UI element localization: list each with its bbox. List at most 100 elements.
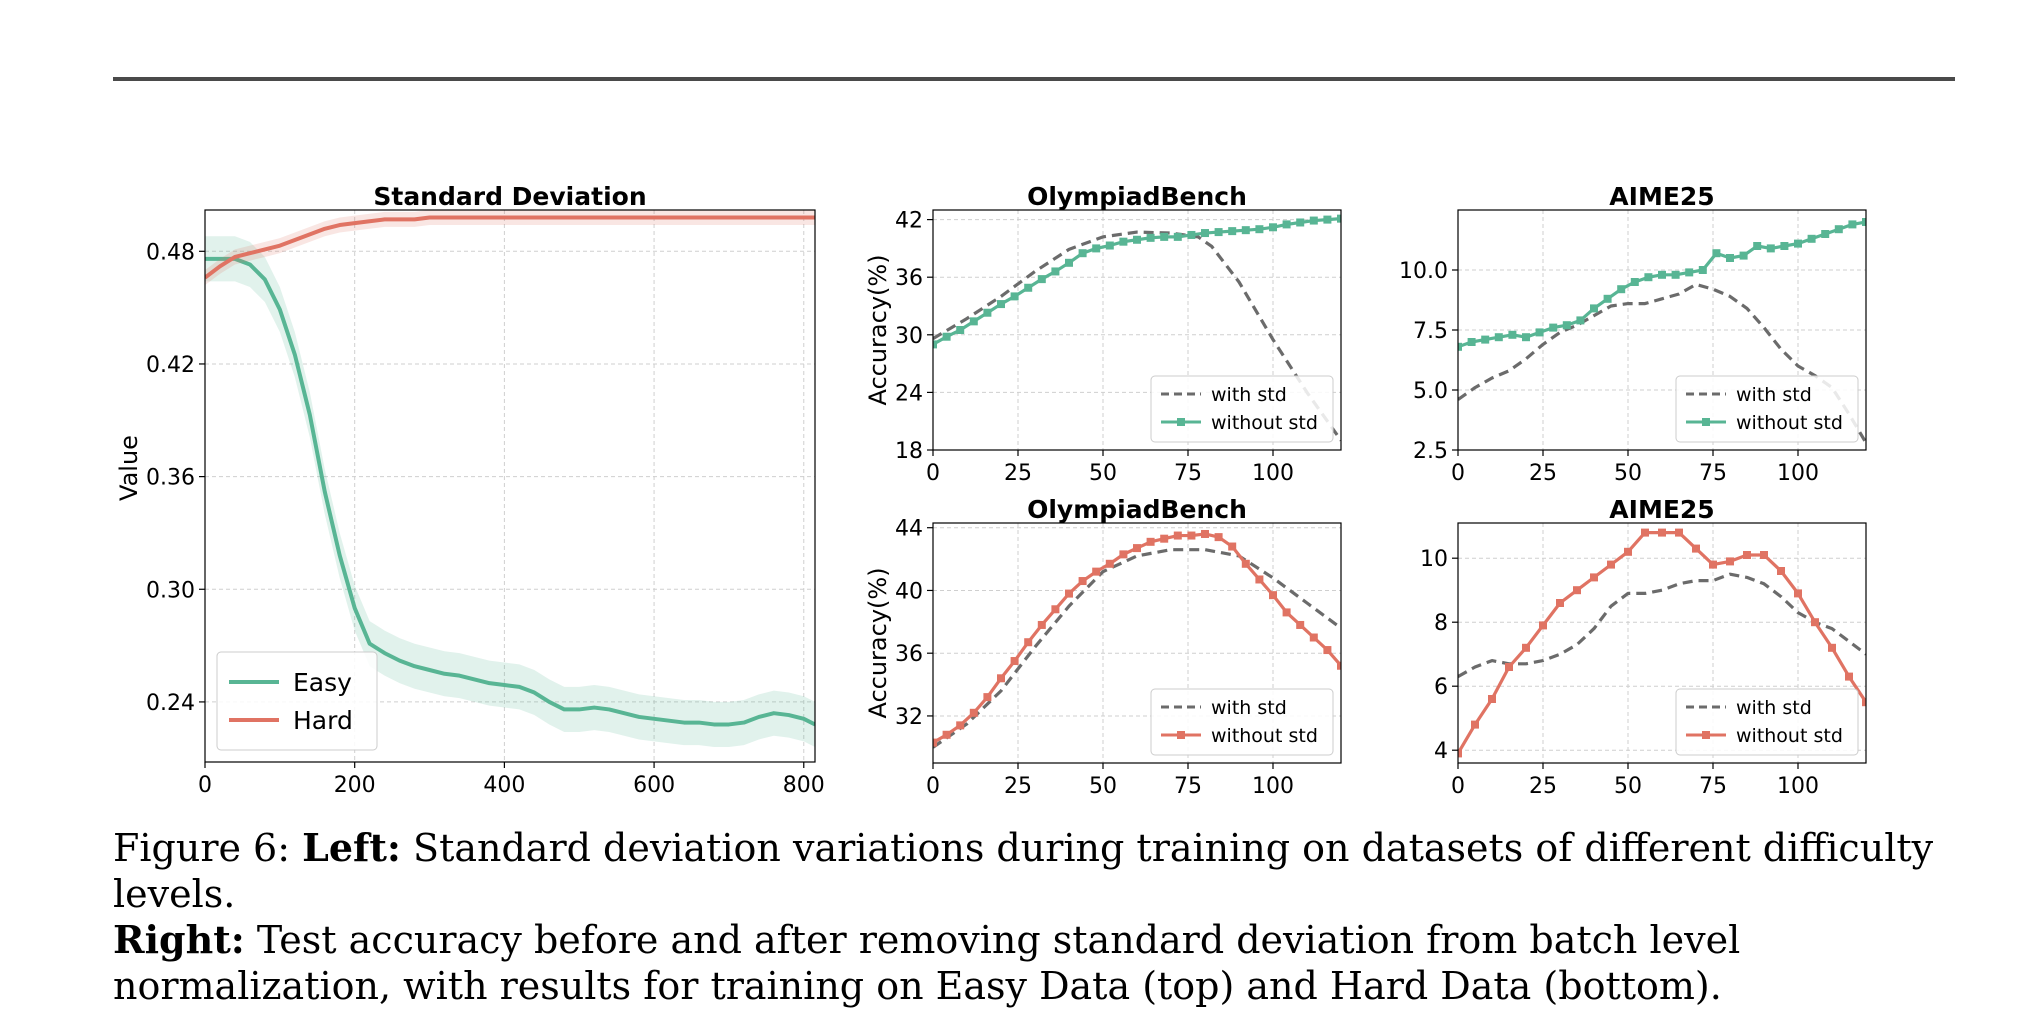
data-point xyxy=(1766,244,1775,253)
data-point xyxy=(1323,646,1332,655)
plot-area xyxy=(933,214,1341,442)
data-point xyxy=(1133,235,1141,244)
data-point xyxy=(1726,254,1734,262)
y-tick-label: 36 xyxy=(895,266,923,291)
data-point xyxy=(1337,661,1341,670)
x-tick-label: 100 xyxy=(1252,774,1294,799)
data-point xyxy=(1214,533,1223,542)
data-point xyxy=(1010,657,1019,666)
axes-frame xyxy=(932,209,1342,451)
data-point xyxy=(1241,226,1250,235)
data-point xyxy=(1078,577,1087,586)
legend-marker-without-std xyxy=(1702,418,1710,426)
x-tick-label: 50 xyxy=(1614,461,1642,486)
data-point xyxy=(1539,621,1547,630)
data-point xyxy=(969,317,978,326)
data-point xyxy=(1282,608,1291,617)
olympiad-hard-title: OlympiadBench xyxy=(1027,495,1247,524)
caption-figure-label: Figure 6: xyxy=(113,826,291,870)
x-tick-label: 25 xyxy=(1529,461,1557,486)
data-point xyxy=(997,300,1005,309)
y-tick-label: 7.5 xyxy=(1413,319,1448,344)
data-point xyxy=(956,721,965,730)
data-point xyxy=(1037,620,1046,629)
x-tick-label: 100 xyxy=(1777,774,1819,799)
y-tick-label: 10 xyxy=(1420,547,1448,572)
legend-label-with-std: with std xyxy=(1211,384,1287,406)
data-point xyxy=(1105,559,1114,568)
data-point xyxy=(1848,220,1857,229)
data-point xyxy=(997,674,1005,683)
data-point xyxy=(1617,285,1626,294)
data-point xyxy=(1269,591,1277,600)
data-point xyxy=(1146,233,1155,242)
data-point xyxy=(1828,643,1836,652)
y-tick-label: 44 xyxy=(895,517,923,542)
legend-label-without-std: without std xyxy=(1211,725,1318,747)
data-point xyxy=(1862,698,1866,707)
series-line-without-std xyxy=(1458,220,1866,349)
data-point xyxy=(1811,618,1819,627)
y-tick-label: 5.0 xyxy=(1413,379,1448,404)
x-tick-label: 50 xyxy=(1614,774,1642,799)
data-point xyxy=(1692,544,1700,553)
data-point xyxy=(1845,672,1853,681)
data-point xyxy=(1458,749,1462,758)
data-point xyxy=(1173,531,1182,540)
data-point xyxy=(1092,567,1101,576)
data-point xyxy=(1726,557,1734,566)
data-point xyxy=(1709,560,1717,569)
data-point xyxy=(1309,633,1318,642)
figure-canvas: Standard Deviation Value 0 200 400 600 8000.… xyxy=(115,182,1867,799)
data-point xyxy=(1777,567,1785,575)
data-point xyxy=(1201,529,1209,538)
y-tick-label: 36 xyxy=(895,642,923,667)
y-tick-label: 2.5 xyxy=(1413,439,1448,464)
olympiad-hard-ylabel: Accuracy(%) xyxy=(864,567,892,718)
data-point xyxy=(1228,227,1237,236)
data-point xyxy=(1481,335,1490,344)
data-point xyxy=(1309,216,1318,225)
data-point xyxy=(1644,273,1653,282)
data-point xyxy=(1296,218,1305,227)
legend-box xyxy=(1150,688,1334,756)
plot-area xyxy=(1458,218,1866,444)
data-point xyxy=(1821,230,1830,238)
data-point xyxy=(1675,528,1683,537)
legend-box xyxy=(1675,688,1859,756)
y-tick-label: 0.36 xyxy=(146,466,195,491)
data-point xyxy=(1590,573,1598,582)
caption-left-text: Standard deviation variations during tra… xyxy=(113,826,1934,916)
series-band-hard xyxy=(205,210,815,286)
data-point xyxy=(933,738,937,747)
data-point xyxy=(1760,551,1768,559)
data-point xyxy=(1743,551,1751,559)
axes-frame xyxy=(1457,522,1867,764)
caption-right-text: Test accuracy before and after removing … xyxy=(113,918,1741,1008)
aime-easy-panel: AIME25 0 25 50 75 100 2.5 5.0 7.5 10.0 with std wi… xyxy=(1399,182,1867,486)
plot-area xyxy=(933,529,1341,749)
y-tick-label: 4 xyxy=(1434,739,1448,764)
y-tick-label: 0.48 xyxy=(146,240,195,265)
data-point xyxy=(1119,550,1128,559)
x-tick-label: 75 xyxy=(1174,461,1202,486)
axes-frame xyxy=(1457,209,1867,451)
y-tick-label: 42 xyxy=(895,209,923,234)
data-point xyxy=(1228,542,1237,551)
caption-right-label: Right: xyxy=(113,917,245,962)
data-point xyxy=(1037,275,1046,284)
data-point xyxy=(942,730,951,739)
y-tick-label: 40 xyxy=(895,579,923,604)
data-point xyxy=(1522,643,1530,652)
x-tick-label: 75 xyxy=(1699,774,1727,799)
x-tick-label: 50 xyxy=(1089,774,1117,799)
x-tick-label: 0 xyxy=(198,773,212,798)
data-point xyxy=(1698,266,1707,274)
y-tick-label: 32 xyxy=(895,705,923,730)
x-tick-label: 800 xyxy=(783,773,825,798)
data-point xyxy=(1590,304,1598,313)
x-tick-label: 200 xyxy=(334,773,376,798)
data-point xyxy=(1241,559,1250,568)
aime-hard-panel: AIME25 0 25 50 75 100 4 6 8 10 with std without st… xyxy=(1420,495,1867,799)
data-point xyxy=(1753,242,1762,250)
